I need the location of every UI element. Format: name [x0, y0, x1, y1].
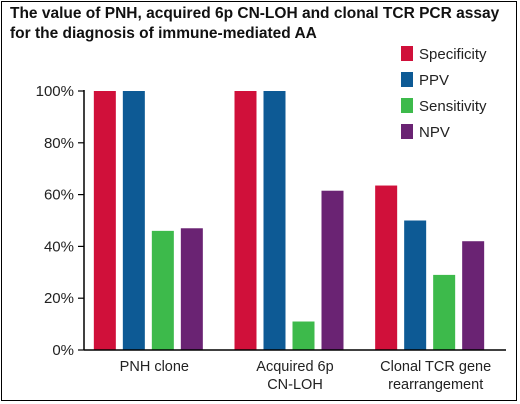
x-tick-label: Acquired 6p — [256, 359, 333, 375]
legend-swatch — [401, 124, 413, 139]
legend-swatch — [401, 72, 413, 87]
bar-sensitivity — [151, 230, 174, 350]
bar-specificity — [375, 185, 398, 350]
y-tick-label: 60% — [44, 187, 74, 204]
legend: Specificity PPV Sensitivity NPV — [401, 46, 487, 141]
legend-swatch — [401, 46, 413, 61]
y-tick-label: 0% — [52, 342, 74, 359]
legend-label: NPV — [419, 124, 450, 141]
x-tick-label: rearrangement — [388, 377, 483, 393]
x-axis: PNH clone Acquired 6p CN-LOH Clonal TCR gen… — [84, 349, 506, 393]
legend-label: PPV — [419, 72, 449, 89]
x-tick-label: PNH clone — [120, 359, 189, 375]
chart-title: The value of PNH, acquired 6p CN-LOH and… — [10, 5, 500, 42]
legend-swatch — [401, 98, 413, 113]
bar-sensitivity — [433, 274, 456, 350]
bar-ppv — [263, 91, 286, 350]
y-axis: 0% 20% 40% 60% 80% 100% — [36, 83, 85, 359]
bar-ppv — [404, 220, 427, 350]
bar-specificity — [93, 91, 116, 350]
y-tick-label: 20% — [44, 290, 74, 307]
bar-npv — [180, 228, 203, 350]
y-tick-label: 40% — [44, 238, 74, 255]
x-tick-label: CN-LOH — [267, 377, 323, 393]
bar-sensitivity — [292, 321, 315, 350]
legend-label: Specificity — [419, 46, 487, 63]
bar-npv — [321, 190, 344, 350]
y-tick-label: 80% — [44, 135, 74, 152]
bar-ppv — [122, 91, 145, 350]
bar-npv — [462, 241, 485, 350]
bars — [93, 91, 485, 350]
legend-label: Sensitivity — [419, 98, 487, 115]
x-tick-label: Clonal TCR gene — [380, 359, 491, 375]
bar-specificity — [234, 91, 257, 350]
y-tick-label: 100% — [36, 83, 74, 100]
